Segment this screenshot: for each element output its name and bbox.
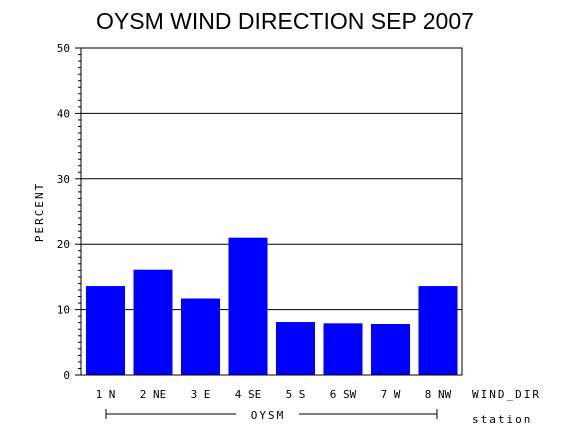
- bar: [371, 323, 410, 375]
- y-axis: 0 10 20 30 40 50: [57, 42, 81, 382]
- group-label-name: station: [472, 413, 532, 426]
- bar: [133, 269, 173, 375]
- bar: [86, 286, 125, 375]
- bar: [228, 237, 268, 375]
- x-tick-label: 7 W: [381, 388, 401, 401]
- bar: [276, 322, 315, 375]
- x-tick-label: 2 NE: [140, 388, 167, 401]
- x-axis-label: WIND_DIR: [472, 388, 541, 401]
- y-tick-label: 40: [57, 107, 70, 120]
- y-axis-label: PERCENT: [33, 182, 46, 242]
- group-label: OYSM: [251, 409, 286, 422]
- x-tick-label: 8 NW: [425, 388, 452, 401]
- x-tick-label: 6 SW: [330, 388, 357, 401]
- chart-title: OYSM WIND DIRECTION SEP 2007: [96, 8, 474, 34]
- bar: [323, 323, 363, 375]
- y-tick-label: 50: [57, 42, 70, 55]
- x-tick-label: 5 S: [286, 388, 306, 401]
- y-tick-label: 20: [57, 238, 70, 251]
- x-tick-label: 4 SE: [235, 388, 262, 401]
- bar: [418, 286, 458, 375]
- y-tick-label: 10: [57, 304, 70, 317]
- y-tick-label: 0: [63, 369, 70, 382]
- x-tick-label: 1 N: [96, 388, 116, 401]
- bar: [181, 298, 220, 375]
- bars: [86, 237, 458, 375]
- x-axis: 1 N 2 NE 3 E 4 SE 5 S 6 SW 7 W 8 NW: [96, 388, 452, 401]
- x-tick-label: 3 E: [191, 388, 211, 401]
- y-tick-label: 30: [57, 173, 70, 186]
